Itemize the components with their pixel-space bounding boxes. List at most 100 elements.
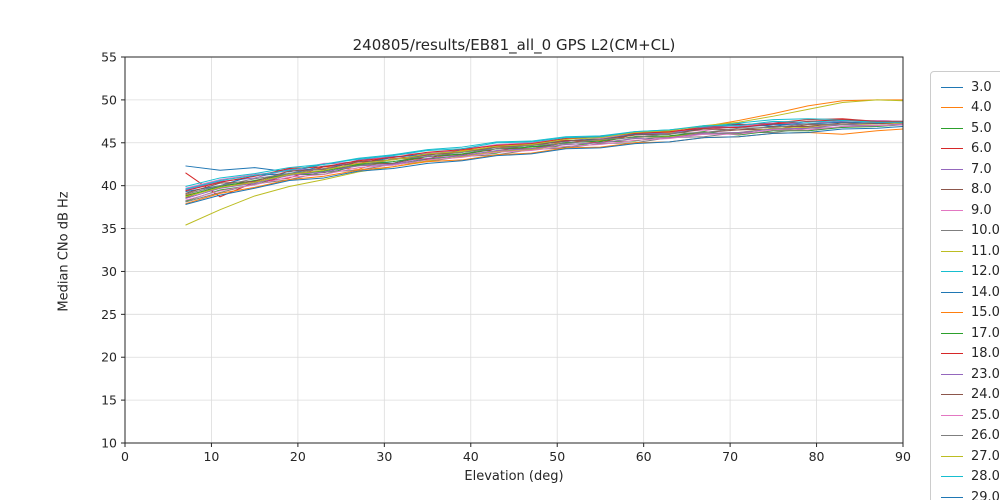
y-tick-label: 50 xyxy=(101,92,117,107)
legend-label: 18.0 xyxy=(971,346,1000,362)
legend-item-28.0: 28.0 xyxy=(941,467,1000,488)
legend-item-7.0: 7.0 xyxy=(941,159,1000,180)
legend-line-swatch xyxy=(941,209,963,211)
legend-line-swatch xyxy=(941,148,963,150)
legend-item-12.0: 12.0 xyxy=(941,262,1000,283)
legend-item-14.0: 14.0 xyxy=(941,282,1000,303)
x-tick-label: 70 xyxy=(722,449,738,464)
legend-line-swatch xyxy=(941,435,963,437)
legend-label: 3.0 xyxy=(971,79,992,95)
legend-item-10.0: 10.0 xyxy=(941,221,1000,242)
legend-line-swatch xyxy=(941,107,963,109)
legend-label: 12.0 xyxy=(971,264,1000,280)
x-tick-label: 60 xyxy=(636,449,652,464)
legend-line-swatch xyxy=(941,312,963,314)
legend-item-17.0: 17.0 xyxy=(941,323,1000,344)
legend-item-23.0: 23.0 xyxy=(941,364,1000,385)
chart-title: 240805/results/EB81_all_0 GPS L2(CM+CL) xyxy=(352,36,676,54)
legend-item-18.0: 18.0 xyxy=(941,344,1000,365)
plot-border xyxy=(124,56,904,444)
legend-label: 6.0 xyxy=(971,141,992,157)
x-tick-label: 90 xyxy=(895,449,911,464)
x-tick-label: 30 xyxy=(376,449,392,464)
legend-label: 15.0 xyxy=(971,305,1000,321)
legend-label: 27.0 xyxy=(971,448,1000,464)
legend-line-swatch xyxy=(941,353,963,355)
legend-item-25.0: 25.0 xyxy=(941,405,1000,426)
legend-label: 14.0 xyxy=(971,284,1000,300)
legend-item-24.0: 24.0 xyxy=(941,385,1000,406)
x-tick-label: 40 xyxy=(463,449,479,464)
y-axis-label: Median CNo dB Hz xyxy=(56,191,72,312)
legend-line-swatch xyxy=(941,168,963,170)
y-tick-label: 30 xyxy=(101,264,117,279)
legend-line-swatch xyxy=(941,189,963,191)
legend-label: 11.0 xyxy=(971,243,1000,259)
legend-line-swatch xyxy=(941,496,963,498)
legend-item-5.0: 5.0 xyxy=(941,118,1000,139)
legend-line-swatch xyxy=(941,414,963,416)
legend: 3.0 4.0 5.0 6.0 7.0 8.0 9.0 10.0 11.0 12.0 14.0 15.… xyxy=(930,71,1000,500)
legend-line-swatch xyxy=(941,455,963,457)
legend-label: 9.0 xyxy=(971,202,992,218)
legend-line-swatch xyxy=(941,127,963,129)
x-tick-label: 80 xyxy=(809,449,825,464)
legend-label: 26.0 xyxy=(971,428,1000,444)
x-tick-label: 10 xyxy=(203,449,219,464)
y-tick-label: 15 xyxy=(101,393,117,408)
legend-item-6.0: 6.0 xyxy=(941,139,1000,160)
legend-label: 7.0 xyxy=(971,161,992,177)
series-line-12.0 xyxy=(185,118,903,188)
legend-line-swatch xyxy=(941,230,963,232)
series-line-5.0 xyxy=(185,123,904,202)
series-line-24.0 xyxy=(185,121,904,194)
legend-label: 25.0 xyxy=(971,407,1000,423)
x-tick-label: 20 xyxy=(290,449,306,464)
y-tick-label: 35 xyxy=(101,221,117,236)
series-line-8.0 xyxy=(185,122,903,199)
legend-line-swatch xyxy=(941,476,963,478)
series-line-10.0 xyxy=(185,124,904,203)
legend-label: 24.0 xyxy=(971,387,1000,403)
legend-line-swatch xyxy=(941,291,963,293)
series-line-25.0 xyxy=(185,124,904,201)
legend-item-3.0: 3.0 xyxy=(941,77,1000,98)
x-axis-label: Elevation (deg) xyxy=(464,469,564,484)
series-line-23.0 xyxy=(185,123,904,200)
series-line-28.0 xyxy=(185,119,903,190)
legend-line-swatch xyxy=(941,86,963,88)
legend-item-8.0: 8.0 xyxy=(941,180,1000,201)
legend-item-4.0: 4.0 xyxy=(941,98,1000,119)
legend-line-swatch xyxy=(941,394,963,396)
series-line-29.0 xyxy=(185,125,904,206)
legend-item-15.0: 15.0 xyxy=(941,303,1000,324)
legend-item-26.0: 26.0 xyxy=(941,426,1000,447)
legend-line-swatch xyxy=(941,332,963,334)
legend-line-swatch xyxy=(941,373,963,375)
legend-item-9.0: 9.0 xyxy=(941,200,1000,221)
legend-line-swatch xyxy=(941,250,963,252)
y-tick-label: 55 xyxy=(101,50,117,65)
legend-line-swatch xyxy=(941,271,963,273)
x-tick-label: 50 xyxy=(549,449,565,464)
y-tick-label: 40 xyxy=(101,178,117,193)
y-tick-label: 10 xyxy=(101,436,117,451)
x-tick-label: 0 xyxy=(121,449,129,464)
legend-label: 17.0 xyxy=(971,325,1000,341)
series-line-26.0 xyxy=(185,121,903,195)
legend-item-29.0: 29.0 xyxy=(941,487,1000,500)
legend-label: 29.0 xyxy=(971,489,1000,500)
legend-label: 5.0 xyxy=(971,120,992,136)
legend-label: 4.0 xyxy=(971,100,992,116)
legend-item-27.0: 27.0 xyxy=(941,446,1000,467)
y-tick-label: 45 xyxy=(101,135,117,150)
legend-label: 28.0 xyxy=(971,469,1000,485)
legend-label: 8.0 xyxy=(971,182,992,198)
legend-item-11.0: 11.0 xyxy=(941,241,1000,262)
legend-label: 10.0 xyxy=(971,223,1000,239)
y-tick-label: 25 xyxy=(101,307,117,322)
legend-label: 23.0 xyxy=(971,366,1000,382)
y-tick-label: 20 xyxy=(101,350,117,365)
